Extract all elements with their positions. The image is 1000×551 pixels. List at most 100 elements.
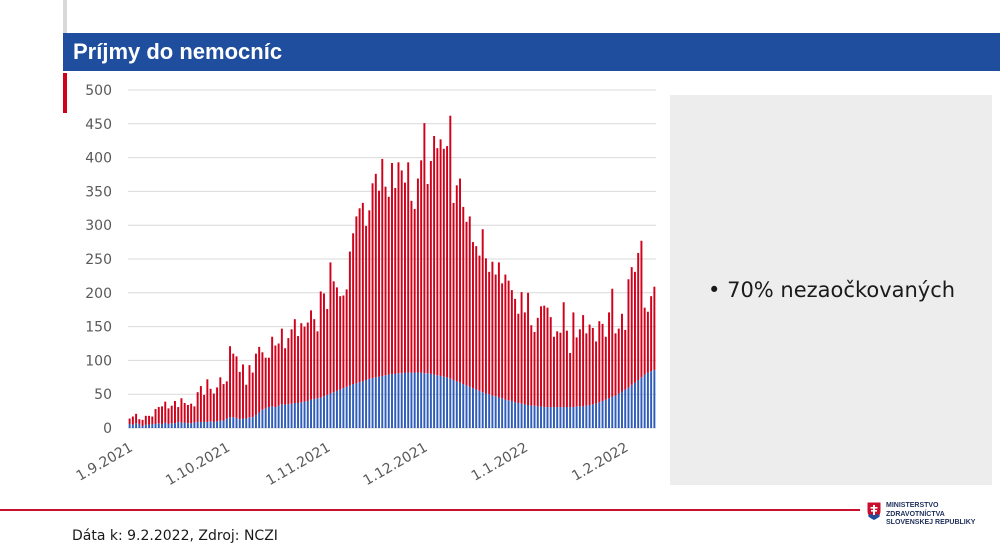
y-tick-label: 350: [85, 184, 112, 200]
bar-vaccinated: [403, 372, 406, 428]
bar-vaccinated: [193, 422, 196, 428]
bar-unvaccinated: [167, 408, 170, 424]
bar-unvaccinated: [248, 365, 251, 418]
bar-unvaccinated: [598, 321, 601, 403]
bar-unvaccinated: [219, 377, 222, 421]
bar-unvaccinated: [533, 332, 536, 406]
bar-unvaccinated: [413, 208, 416, 373]
bar-vaccinated: [238, 419, 241, 428]
bar-unvaccinated: [433, 135, 436, 375]
bar-vaccinated: [420, 372, 423, 428]
bar-vaccinated: [348, 385, 351, 428]
bar-unvaccinated: [261, 352, 264, 410]
bar-vaccinated: [488, 394, 491, 428]
bar-vaccinated: [559, 407, 562, 428]
bar-vaccinated: [209, 421, 212, 428]
bar-unvaccinated: [481, 229, 484, 393]
bar-vaccinated: [280, 404, 283, 428]
bar-unvaccinated: [540, 306, 542, 407]
bar-unvaccinated: [258, 346, 261, 413]
bar-vaccinated: [484, 393, 487, 428]
bar-vaccinated: [446, 377, 449, 428]
bar-vaccinated: [497, 397, 500, 428]
bar-unvaccinated: [203, 394, 206, 422]
bar-vaccinated: [653, 369, 656, 428]
bar-vaccinated: [196, 421, 199, 428]
bar-vaccinated: [374, 377, 377, 428]
bar-unvaccinated: [621, 313, 623, 392]
bar-vaccinated: [378, 376, 381, 428]
bar-unvaccinated: [646, 311, 649, 373]
bar-unvaccinated: [614, 333, 617, 396]
bar-vaccinated: [164, 422, 167, 428]
bar-vaccinated: [442, 376, 445, 428]
bar-unvaccinated: [462, 206, 465, 385]
bar-unvaccinated: [588, 324, 591, 406]
bar-unvaccinated: [271, 336, 274, 407]
bar-vaccinated: [248, 417, 251, 428]
bar-unvaccinated: [475, 246, 478, 390]
bar-unvaccinated: [627, 279, 630, 388]
bar-vaccinated: [543, 407, 546, 428]
left-rule: [63, 0, 67, 33]
bar-vaccinated: [264, 408, 267, 428]
bar-vaccinated: [371, 377, 374, 428]
bar-vaccinated: [235, 417, 238, 428]
bar-unvaccinated: [303, 326, 306, 402]
bar-vaccinated: [254, 415, 257, 428]
bar-unvaccinated: [348, 251, 351, 386]
bar-unvaccinated: [170, 405, 173, 424]
bar-vaccinated: [180, 422, 183, 428]
bar-vaccinated: [151, 423, 154, 428]
y-tick-label: 200: [85, 286, 112, 302]
admissions-chart: 0 50 100 150 200 250 300 350 400 450 500 1.9.2021 1.…: [74, 83, 656, 489]
bar-vaccinated: [144, 424, 147, 428]
bar-vaccinated: [135, 423, 138, 428]
bar-unvaccinated: [287, 338, 290, 405]
bar-vaccinated: [287, 404, 290, 428]
bar-vaccinated: [569, 407, 572, 428]
bar-unvaccinated: [637, 252, 640, 381]
bar-vaccinated: [552, 407, 555, 428]
bar-unvaccinated: [326, 309, 329, 395]
bar-vaccinated: [394, 373, 397, 428]
bar-vaccinated: [216, 421, 219, 428]
bar-unvaccinated: [128, 418, 131, 424]
title-bar: Príjmy do nemocníc: [63, 33, 1000, 71]
bar-unvaccinated: [361, 202, 364, 382]
bar-unvaccinated: [148, 415, 151, 425]
x-tick-label: 1.1.2022: [469, 440, 531, 485]
bar-unvaccinated: [617, 328, 620, 394]
bar-vaccinated: [520, 403, 523, 428]
bar-vaccinated: [157, 423, 160, 428]
bar-unvaccinated: [342, 295, 345, 389]
y-tick-label: 0: [103, 421, 112, 437]
bar-unvaccinated: [446, 146, 449, 378]
bar-unvaccinated: [381, 158, 384, 376]
bar-unvaccinated: [196, 392, 199, 422]
bar-unvaccinated: [643, 307, 646, 375]
bar-vaccinated: [251, 417, 254, 428]
bar-unvaccinated: [510, 290, 513, 401]
bar-unvaccinated: [491, 261, 494, 396]
bar-unvaccinated: [242, 364, 244, 419]
bar-unvaccinated: [436, 148, 439, 376]
bar-unvaccinated: [601, 323, 604, 401]
bar-vaccinated: [650, 371, 653, 428]
bar-unvaccinated: [180, 398, 183, 423]
bar-vaccinated: [621, 391, 623, 428]
bar-vaccinated: [582, 406, 585, 428]
bullet-glyph: •: [708, 278, 721, 302]
bar-vaccinated: [533, 405, 536, 428]
bar-unvaccinated: [530, 325, 533, 406]
bar-vaccinated: [478, 390, 481, 428]
bar-vaccinated: [365, 380, 368, 428]
page-title: Príjmy do nemocníc: [73, 39, 283, 64]
bar-vaccinated: [624, 389, 627, 428]
bar-unvaccinated: [497, 262, 500, 398]
bar-vaccinated: [627, 387, 630, 428]
bar-unvaccinated: [452, 202, 455, 381]
bar-vaccinated: [514, 402, 517, 428]
bar-vaccinated: [306, 400, 309, 428]
ministry-logo: MINISTERSTVO ZDRAVOTNÍCTVA SLOVENSKEJ RE…: [864, 500, 1000, 530]
